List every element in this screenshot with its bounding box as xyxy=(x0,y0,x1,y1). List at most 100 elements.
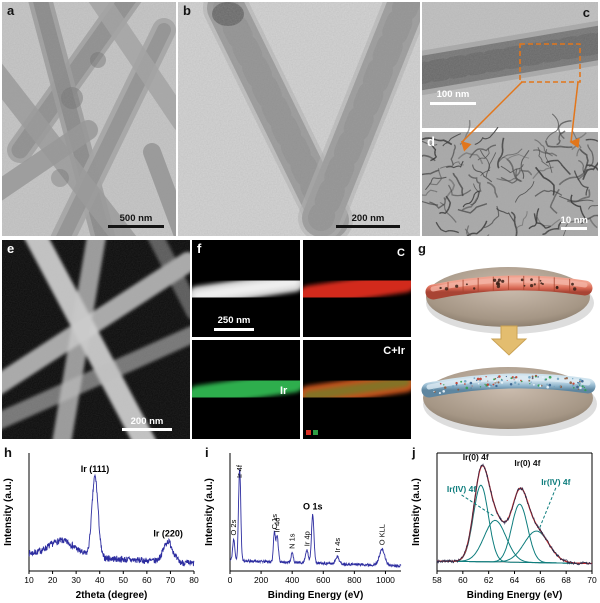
x-tick-label: 0 xyxy=(228,575,233,585)
peak-label: O 1s xyxy=(303,502,323,512)
x-axis-title: Binding Energy (eV) xyxy=(268,590,364,601)
coated-nanotube-rod xyxy=(421,373,596,398)
x-tick-label: 400 xyxy=(285,575,299,585)
scalebar-c: 100 nm xyxy=(430,90,476,105)
panel-e-stem-image: e 200 nm xyxy=(2,240,190,439)
x-tick-label: 66 xyxy=(536,575,546,585)
carbon-map xyxy=(303,271,411,307)
tem-micrograph-b xyxy=(178,2,420,236)
panel-cd-tem-image: c 100 nm d 10 nm xyxy=(422,2,598,236)
nanoparticle-specks xyxy=(432,374,587,395)
scalebar-d-text: 10 nm xyxy=(560,214,588,226)
legend-iridium-swatch xyxy=(313,430,318,435)
iridium-map xyxy=(192,371,300,407)
iridium-map-label: Ir xyxy=(280,385,288,397)
x-tick-label: 10 xyxy=(24,575,34,585)
scalebar-c-bar xyxy=(430,101,476,105)
peak-label: O KLL xyxy=(378,524,387,545)
component-curve xyxy=(437,503,592,564)
scalebar-b-bar xyxy=(336,225,400,228)
panel-label-a: a xyxy=(7,3,15,18)
panel-label-g: g xyxy=(418,241,426,256)
scalebar-a-bar xyxy=(108,225,164,228)
x-tick-label: 60 xyxy=(142,575,152,585)
zoom-callout-arrow-right xyxy=(569,81,580,149)
stem-map-f xyxy=(192,272,300,306)
x-tick-label: 30 xyxy=(71,575,81,585)
panel-j-xps-ir4f-chart: 58 60 62 64 66 68 70 Binding Energy (eV) Intensi… xyxy=(410,443,598,601)
x-tick-label: 70 xyxy=(166,575,176,585)
peak-label: Ir (111) xyxy=(81,464,110,474)
peak-label: O 2s xyxy=(229,519,238,535)
x-tick-label: 50 xyxy=(119,575,129,585)
scalebar-f-bar xyxy=(214,327,254,331)
stem-micrograph-e xyxy=(2,240,190,439)
scalebar-e: 200 nm xyxy=(122,415,172,431)
x-tick-label: 62 xyxy=(484,575,494,585)
component-curve xyxy=(437,519,592,564)
panel-i-xps-survey-chart: 0 200 400 600 800 1000 Binding Energy (eV) Inte… xyxy=(203,443,407,601)
legend-carbon-swatch xyxy=(306,430,311,435)
panel-f-eds-maps: f 250 nm C Ir C+Ir xyxy=(192,240,411,439)
scalebar-f-text: 250 nm xyxy=(217,315,251,326)
tem-micrograph-cd xyxy=(422,2,598,236)
component-curve xyxy=(437,484,592,564)
panel-label-c: c xyxy=(582,5,590,20)
schematic-illustration xyxy=(421,267,597,436)
panel-label-b: b xyxy=(183,3,191,18)
annotation-label: Ir(IV) 4f xyxy=(447,484,476,494)
peak-label: Ir (220) xyxy=(153,529,183,539)
annotation-label: Ir(0) 4f xyxy=(463,452,489,462)
x-tick-label: 20 xyxy=(48,575,58,585)
panel-g-schematic: g xyxy=(413,240,598,439)
peak-label: C 1s xyxy=(270,514,279,530)
x-tick-label: 58 xyxy=(432,575,442,585)
annotation-callout xyxy=(539,487,557,528)
annotation-label: Ir(IV) 4f xyxy=(541,477,570,487)
overlay-map-label: C+Ir xyxy=(383,345,405,357)
spectrum-line xyxy=(229,469,402,569)
x-tick-label: 800 xyxy=(347,575,361,585)
panel-label-j: j xyxy=(412,445,416,460)
y-axis-title: Intensity (a.u.) xyxy=(204,478,215,546)
panel-label-d: d xyxy=(427,134,435,149)
x-tick-label: 200 xyxy=(254,575,268,585)
x-tick-label: 60 xyxy=(458,575,468,585)
xrd-chart: 10 20 30 40 50 60 70 80 2theta (degree) Intensity… xyxy=(3,453,199,601)
panel-label-i: i xyxy=(205,445,209,460)
xps-survey-chart: 0 200 400 600 800 1000 Binding Energy (eV) Inte… xyxy=(204,453,402,601)
zoom-callout-arrow-left xyxy=(460,81,523,152)
raw-curve xyxy=(436,463,593,566)
peak-label: Ir 4d xyxy=(273,518,282,533)
y-axis-title: Intensity (a.u.) xyxy=(3,478,14,546)
x-tick-label: 64 xyxy=(510,575,520,585)
tem-micrograph-a xyxy=(2,2,176,236)
zoom-region-box xyxy=(519,43,581,83)
panel-label-e: e xyxy=(7,241,15,256)
x-axis-title: Binding Energy (eV) xyxy=(467,590,563,601)
peak-label: Ir 4p xyxy=(302,531,311,546)
carbon-map-label: C xyxy=(397,247,405,259)
scalebar-f: 250 nm xyxy=(214,316,254,331)
y-axis-title: Intensity (a.u.) xyxy=(411,478,422,546)
annotation-callout xyxy=(461,494,495,517)
scalebar-a-text: 500 nm xyxy=(119,212,153,224)
scalebar-d: 10 nm xyxy=(560,214,588,230)
x-tick-label: 600 xyxy=(316,575,330,585)
peak-label: Ir 4f xyxy=(235,464,244,478)
x-tick-label: 80 xyxy=(189,575,199,585)
spectrum-line xyxy=(28,473,195,567)
scalebar-e-bar xyxy=(122,428,172,431)
scalebar-c-text: 100 nm xyxy=(436,89,470,100)
x-tick-label: 1000 xyxy=(376,575,395,585)
annotation-label: Ir(0) 4f xyxy=(514,458,540,468)
scalebar-d-bar xyxy=(561,227,588,230)
scalebar-e-text: 200 nm xyxy=(130,415,164,427)
x-tick-label: 68 xyxy=(561,575,571,585)
peak-label: Ir 4s xyxy=(333,538,342,553)
overlay-map xyxy=(303,371,411,407)
x-axis-title: 2theta (degree) xyxy=(76,590,148,601)
x-tick-label: 40 xyxy=(95,575,105,585)
panel-b-tem-image: b 200 nm xyxy=(178,2,420,236)
